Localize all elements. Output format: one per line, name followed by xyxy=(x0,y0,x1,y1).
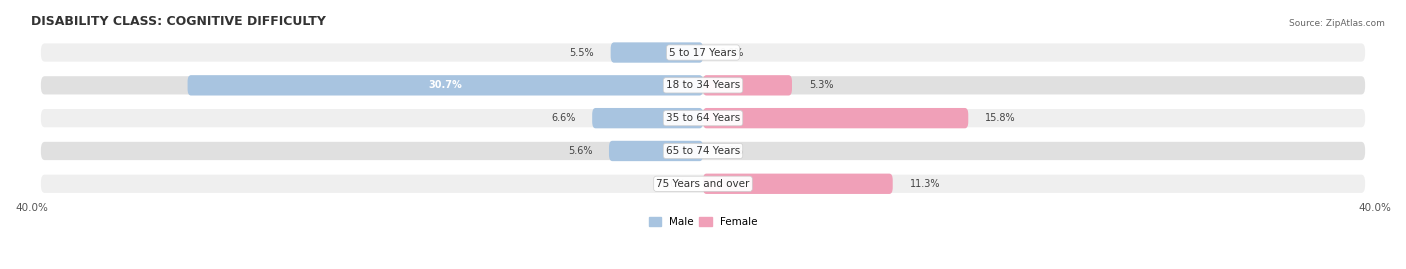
Text: DISABILITY CLASS: COGNITIVE DIFFICULTY: DISABILITY CLASS: COGNITIVE DIFFICULTY xyxy=(31,15,326,28)
FancyBboxPatch shape xyxy=(610,42,703,63)
FancyBboxPatch shape xyxy=(39,141,1367,161)
Text: 0.0%: 0.0% xyxy=(662,179,686,189)
FancyBboxPatch shape xyxy=(39,42,1367,63)
Text: 0.0%: 0.0% xyxy=(720,146,744,156)
Text: 5.5%: 5.5% xyxy=(569,48,593,58)
Text: 18 to 34 Years: 18 to 34 Years xyxy=(666,80,740,90)
Text: 5.3%: 5.3% xyxy=(808,80,834,90)
FancyBboxPatch shape xyxy=(703,75,792,95)
FancyBboxPatch shape xyxy=(39,174,1367,194)
Text: 5 to 17 Years: 5 to 17 Years xyxy=(669,48,737,58)
FancyBboxPatch shape xyxy=(703,108,969,128)
Text: 30.7%: 30.7% xyxy=(429,80,463,90)
Text: 35 to 64 Years: 35 to 64 Years xyxy=(666,113,740,123)
Legend: Male, Female: Male, Female xyxy=(644,213,762,231)
Text: 5.6%: 5.6% xyxy=(568,146,592,156)
FancyBboxPatch shape xyxy=(187,75,703,95)
Text: 75 Years and over: 75 Years and over xyxy=(657,179,749,189)
Text: 11.3%: 11.3% xyxy=(910,179,941,189)
FancyBboxPatch shape xyxy=(609,141,703,161)
FancyBboxPatch shape xyxy=(592,108,703,128)
FancyBboxPatch shape xyxy=(39,108,1367,128)
Text: 6.6%: 6.6% xyxy=(551,113,575,123)
Text: 65 to 74 Years: 65 to 74 Years xyxy=(666,146,740,156)
Text: 0.0%: 0.0% xyxy=(720,48,744,58)
FancyBboxPatch shape xyxy=(703,174,893,194)
Text: Source: ZipAtlas.com: Source: ZipAtlas.com xyxy=(1289,19,1385,28)
Text: 15.8%: 15.8% xyxy=(986,113,1015,123)
FancyBboxPatch shape xyxy=(39,75,1367,95)
